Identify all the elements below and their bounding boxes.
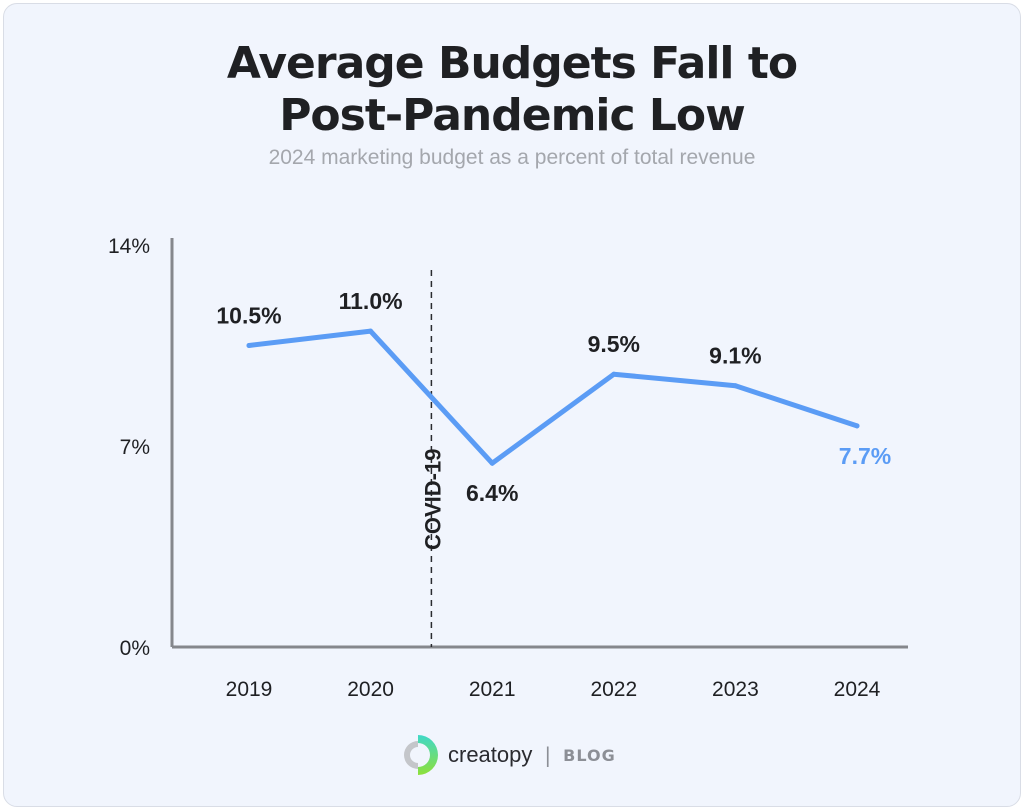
x-tick-label: 2024 [834, 678, 881, 701]
chart-subtitle: 2024 marketing budget as a percent of to… [268, 146, 756, 169]
data-point [489, 460, 495, 466]
data-point [368, 328, 374, 334]
brand-name: creatopy [448, 742, 533, 767]
x-tick-label: 2020 [347, 678, 394, 701]
chart-title-line-1: Average Budgets Fall to [226, 38, 798, 89]
creatopy-logo-icon [404, 735, 438, 775]
data-series-line [246, 328, 860, 466]
data-point [732, 383, 738, 389]
x-tick-label: 2021 [469, 678, 516, 701]
footer-separator: | [544, 743, 552, 767]
y-tick-label: 0% [120, 637, 150, 660]
data-label: 9.1% [709, 343, 761, 369]
chart-title-line-2: Post-Pandemic Low [279, 90, 746, 141]
footer-logo: creatopy | BLOG [402, 733, 616, 777]
data-point [854, 423, 860, 429]
data-point [611, 371, 617, 377]
data-label: 9.5% [588, 331, 640, 357]
y-tick-label: 14% [108, 235, 150, 258]
data-label: 6.4% [466, 480, 518, 506]
footer-section: BLOG [563, 745, 616, 765]
data-label: 10.5% [216, 303, 281, 329]
x-tick-label: 2023 [712, 678, 759, 701]
data-point [246, 343, 252, 348]
x-tick-label: 2019 [226, 678, 273, 701]
x-tick-label: 2022 [590, 678, 637, 701]
y-tick-label: 7% [120, 436, 150, 459]
covid-annotation-label: COVID-19 [420, 449, 445, 550]
data-label: 11.0% [339, 288, 403, 314]
data-label: 7.7% [839, 443, 891, 469]
